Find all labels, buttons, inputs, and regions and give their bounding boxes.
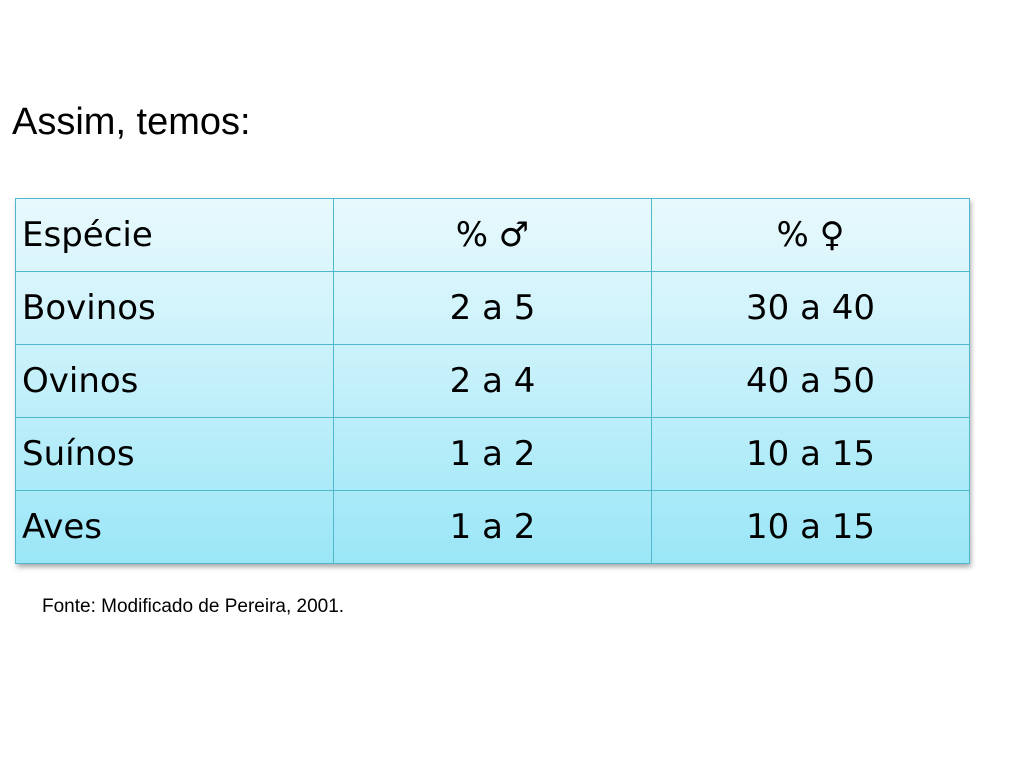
header-cell-female-percent: % ♀ <box>651 198 970 272</box>
table-row: Ovinos 2 a 4 40 a 50 <box>15 344 970 418</box>
male-percent-cell: 2 a 5 <box>333 271 652 345</box>
female-percent-cell: 10 a 15 <box>651 417 970 491</box>
male-percent-cell: 2 a 4 <box>333 344 652 418</box>
male-percent-cell: 1 a 2 <box>333 490 652 564</box>
male-percent-cell: 1 a 2 <box>333 417 652 491</box>
species-table: Espécie % ♂ % ♀ Bovinos 2 a 5 30 a 40 Ov… <box>15 198 970 564</box>
header-cell-species: Espécie <box>15 198 334 272</box>
table-row: Bovinos 2 a 5 30 a 40 <box>15 271 970 345</box>
female-percent-cell: 40 a 50 <box>651 344 970 418</box>
female-percent-cell: 30 a 40 <box>651 271 970 345</box>
table-header-row: Espécie % ♂ % ♀ <box>15 198 970 272</box>
slide-title: Assim, temos: <box>12 101 251 143</box>
species-name-cell: Bovinos <box>15 271 334 345</box>
source-citation: Fonte: Modificado de Pereira, 2001. <box>42 596 345 617</box>
species-name-cell: Ovinos <box>15 344 334 418</box>
species-name-cell: Aves <box>15 490 334 564</box>
species-table-container: Espécie % ♂ % ♀ Bovinos 2 a 5 30 a 40 Ov… <box>15 198 970 564</box>
table-row: Suínos 1 a 2 10 a 15 <box>15 417 970 491</box>
header-cell-male-percent: % ♂ <box>333 198 652 272</box>
table-row: Aves 1 a 2 10 a 15 <box>15 490 970 564</box>
female-percent-cell: 10 a 15 <box>651 490 970 564</box>
species-name-cell: Suínos <box>15 417 334 491</box>
